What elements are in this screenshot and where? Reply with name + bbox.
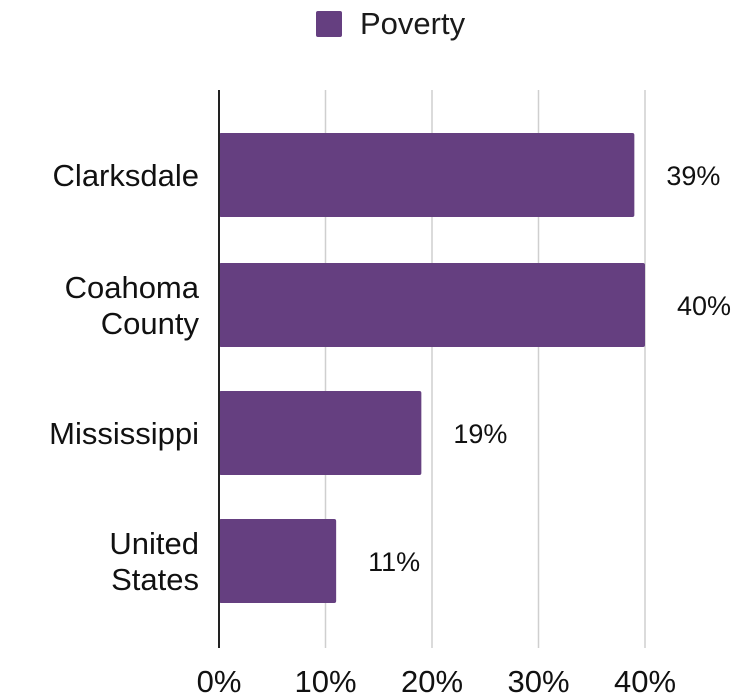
data-label-2: 19%	[453, 419, 507, 449]
category-label-line: Clarksdale	[53, 158, 199, 193]
legend-swatch	[316, 11, 342, 37]
category-label-line: United	[109, 526, 199, 561]
x-tick-label-0: 0%	[197, 664, 242, 697]
bar-1	[219, 263, 645, 347]
category-label-line: Mississippi	[49, 416, 199, 451]
category-label-line: County	[101, 306, 200, 341]
legend-label: Poverty	[360, 6, 466, 41]
bar-2	[219, 391, 422, 475]
category-label-2: Mississippi	[49, 416, 199, 451]
bar-3	[219, 519, 337, 603]
category-labels: Clarksdale Coahoma County Mississippi United…	[49, 158, 200, 597]
data-label-0: 39%	[666, 161, 720, 191]
x-tick-label-10: 10%	[294, 664, 356, 697]
x-tick-labels: 0% 10% 20% 30% 40%	[197, 664, 676, 697]
category-label-1: Coahoma County	[65, 270, 200, 341]
legend: Poverty	[316, 6, 466, 41]
category-label-line: States	[111, 562, 199, 597]
x-tick-label-30: 30%	[507, 664, 569, 697]
data-label-1: 40%	[677, 291, 731, 321]
x-tick-label-20: 20%	[401, 664, 463, 697]
data-labels: 39% 40% 19% 11%	[368, 161, 731, 577]
bars	[219, 133, 645, 603]
category-label-0: Clarksdale	[53, 158, 199, 193]
category-label-3: United States	[109, 526, 199, 597]
category-label-line: Coahoma	[65, 270, 200, 305]
data-label-3: 11%	[368, 547, 420, 577]
x-tick-label-40: 40%	[614, 664, 676, 697]
bar-0	[219, 133, 635, 217]
